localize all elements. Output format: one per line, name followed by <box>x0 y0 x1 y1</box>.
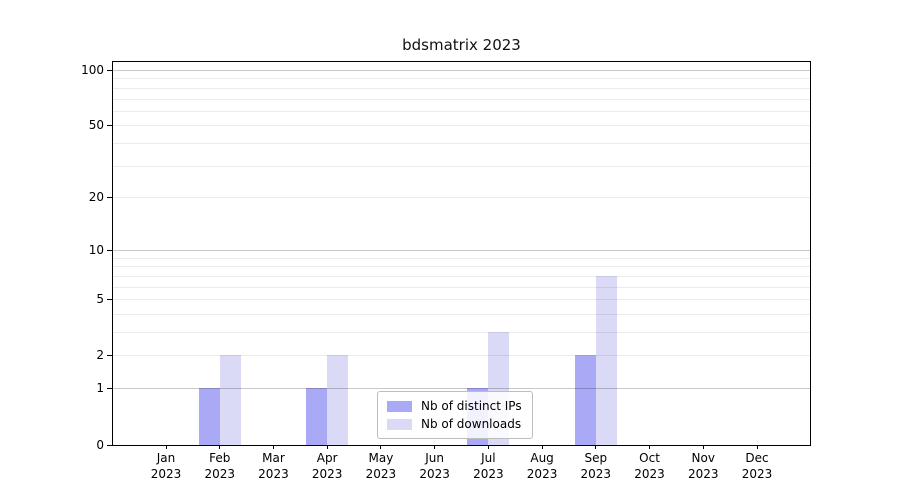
x-tick <box>702 445 704 449</box>
bar-nb-of-downloads-apr <box>327 355 349 445</box>
x-tick <box>219 445 221 449</box>
y-tick-label: 0 <box>96 437 104 452</box>
x-tick <box>541 445 543 449</box>
y-tick <box>107 249 112 251</box>
x-tick <box>595 445 597 449</box>
bar-nb-of-downloads-feb <box>219 355 241 445</box>
gridline-minor <box>113 78 810 80</box>
legend-swatch-downloads <box>387 418 412 430</box>
legend-label-distinct-ips: Nb of distinct IPs <box>421 399 522 413</box>
bar-nb-of-distinct-ips-sep <box>574 355 596 445</box>
gridline-major <box>113 69 810 71</box>
y-tick <box>107 388 112 390</box>
x-tick <box>165 445 167 449</box>
y-tick <box>107 197 112 199</box>
x-tick <box>380 445 382 449</box>
gridline-minor <box>113 266 810 268</box>
x-tick <box>756 445 758 449</box>
gridline-major <box>113 388 810 390</box>
gridline-minor <box>113 355 810 357</box>
x-tick <box>272 445 274 449</box>
x-tick-label: Jan 2023 <box>150 451 182 481</box>
gridline-minor <box>113 286 810 288</box>
gridline-minor <box>113 143 810 145</box>
x-tick-label: Feb 2023 <box>204 451 235 481</box>
gridline-minor <box>113 257 810 259</box>
gridline-minor <box>113 332 810 333</box>
x-tick-label: Oct 2023 <box>634 451 665 481</box>
gridline-minor <box>113 125 810 127</box>
y-tick <box>107 69 112 71</box>
bar-nb-of-distinct-ips-feb <box>198 388 220 445</box>
gridline-minor <box>113 98 810 100</box>
x-tick-label: Nov 2023 <box>687 451 719 481</box>
x-tick <box>649 445 651 449</box>
y-tick <box>107 125 112 127</box>
x-tick <box>434 445 436 449</box>
x-tick-label: Apr 2023 <box>311 451 343 481</box>
y-tick-label: 1 <box>96 381 104 396</box>
x-tick-label: Jul 2023 <box>473 451 504 481</box>
legend: Nb of distinct IPs Nb of downloads <box>377 391 533 439</box>
legend-swatch-distinct-ips <box>387 400 412 412</box>
y-tick-label: 100 <box>81 62 104 77</box>
y-tick-label: 2 <box>96 348 104 363</box>
gridline-minor <box>113 197 810 199</box>
bar-nb-of-downloads-sep <box>595 275 617 445</box>
legend-entry-distinct-ips: Nb of distinct IPs <box>387 397 522 415</box>
chart-title: bdsmatrix 2023 <box>402 36 521 54</box>
legend-label-downloads: Nb of downloads <box>421 417 522 431</box>
gridline-minor <box>113 299 810 301</box>
x-tick <box>487 445 489 449</box>
y-tick <box>107 299 112 301</box>
y-tick-label: 20 <box>88 190 104 205</box>
gridline-minor <box>113 165 810 167</box>
x-tick <box>326 445 328 449</box>
y-tick-label: 50 <box>88 118 104 133</box>
gridline-major <box>113 249 810 251</box>
x-tick-label: Dec 2023 <box>741 451 773 481</box>
gridline-minor <box>113 110 810 112</box>
x-tick-label: Aug 2023 <box>526 451 558 481</box>
gridline-minor <box>113 275 810 277</box>
x-tick-label: Jun 2023 <box>419 451 450 481</box>
bar-nb-of-distinct-ips-apr <box>306 388 328 445</box>
y-tick-label: 10 <box>88 242 104 257</box>
y-tick-label: 5 <box>96 292 104 307</box>
gridline-minor <box>113 313 810 315</box>
plot-area <box>112 61 811 446</box>
legend-entry-downloads: Nb of downloads <box>387 415 522 433</box>
x-tick-label: May 2023 <box>365 451 397 481</box>
y-tick <box>107 355 112 357</box>
gridline-minor <box>113 87 810 89</box>
y-tick <box>107 444 112 446</box>
x-tick-label: Mar 2023 <box>258 451 289 481</box>
x-tick-label: Sep 2023 <box>580 451 612 481</box>
